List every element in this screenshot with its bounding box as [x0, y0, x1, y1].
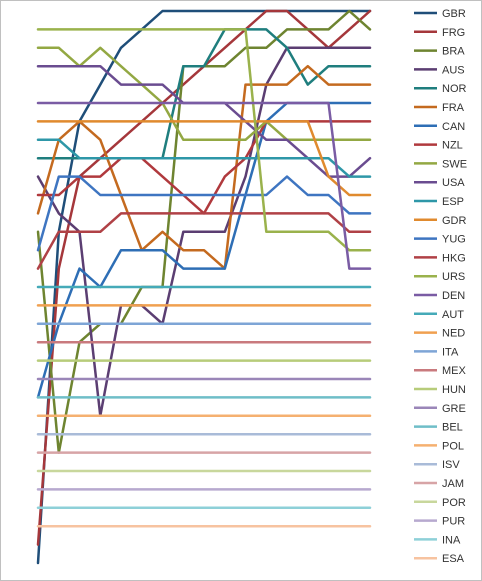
legend-label-isv: ISV: [442, 459, 460, 471]
legend-label-aut: AUT: [442, 309, 464, 321]
legend-label-frg: FRG: [442, 27, 465, 39]
legend-label-yug: YUG: [442, 234, 466, 246]
legend-label-esp: ESP: [442, 196, 464, 208]
legend-label-esa: ESA: [442, 553, 465, 565]
series-line-swe: [36, 46, 372, 142]
legend-label-gbr: GBR: [442, 8, 466, 20]
legend-label-nor: NOR: [442, 83, 467, 95]
legend-label-swe: SWE: [442, 158, 467, 170]
series-line-gbr: [36, 9, 372, 565]
legend-label-bra: BRA: [442, 46, 465, 58]
legend-label-bel: BEL: [442, 422, 463, 434]
series-line-hkg: [36, 212, 372, 270]
legend-label-gre: GRE: [442, 403, 466, 415]
series-line-den: [36, 101, 372, 270]
legend-label-mex: MEX: [442, 365, 467, 377]
series-line-fra: [36, 64, 372, 270]
legend-label-gdr: GDR: [442, 215, 467, 227]
legend-label-usa: USA: [442, 177, 465, 189]
legend-label-por: POR: [442, 497, 466, 509]
legend-label-fra: FRA: [442, 102, 465, 114]
legend-label-aus: AUS: [442, 64, 465, 76]
series-layer: [36, 9, 372, 565]
legend-label-ned: NED: [442, 328, 465, 340]
legend-label-jam: JAM: [442, 478, 464, 490]
series-line-esp: [36, 138, 372, 178]
legend-label-urs: URS: [442, 271, 465, 283]
legend-label-nzl: NZL: [442, 140, 463, 152]
series-line-aus: [36, 46, 372, 418]
legend-label-hkg: HKG: [442, 252, 466, 264]
legend-label-pol: POL: [442, 440, 464, 452]
legend-label-pur: PUR: [442, 516, 465, 528]
series-line-urs: [36, 28, 372, 252]
series-line-yug: [36, 175, 372, 252]
legend-label-can: CAN: [442, 121, 465, 133]
legend-label-hun: HUN: [442, 384, 466, 396]
series-line-frg: [36, 9, 372, 546]
legend: GBR FRG BRA AUS NOR FRA CAN NZL SWE USA ESP GDR YUG H…: [414, 8, 467, 565]
legend-label-ina: INA: [442, 534, 461, 546]
legend-label-den: DEN: [442, 290, 465, 302]
legend-label-ita: ITA: [442, 346, 459, 358]
series-line-gdr: [36, 120, 372, 197]
series-line-nzl: [36, 120, 372, 215]
